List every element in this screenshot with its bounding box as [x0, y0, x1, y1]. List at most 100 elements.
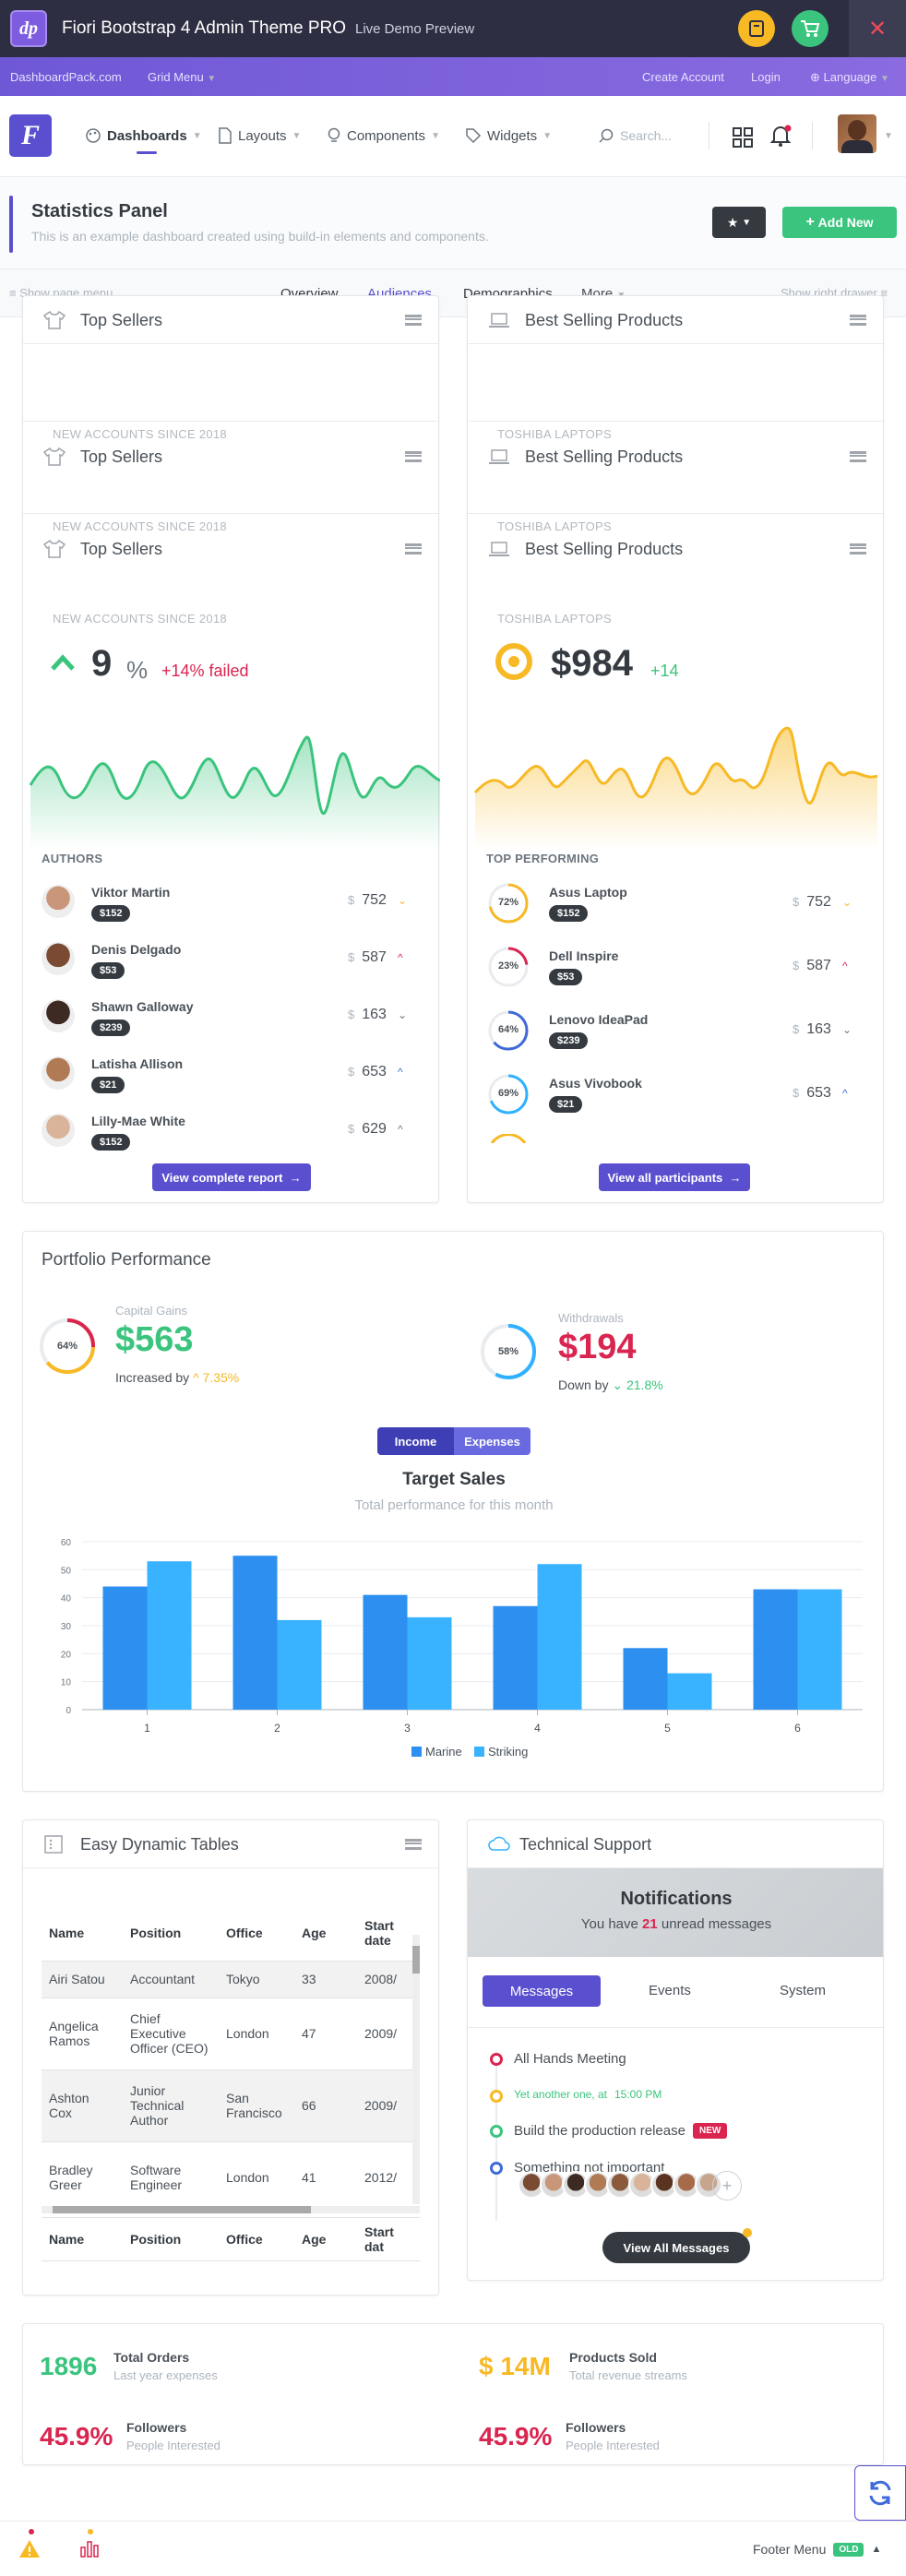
search-box[interactable]: Search...: [598, 127, 672, 144]
purple-bar: DashboardPack.com Grid Menu ▼ Create Acc…: [0, 57, 906, 96]
scrollbar-thumb[interactable]: [53, 2206, 311, 2213]
menu-icon[interactable]: [405, 1839, 422, 1850]
tag-icon: [466, 128, 482, 144]
bar-striking[interactable]: [407, 1616, 452, 1710]
chevron-down-icon[interactable]: ▼: [884, 131, 893, 141]
top-sellers-card: Top Sellers NEW ACCOUNTS SINCE 2018 Top …: [22, 295, 440, 1203]
divider: [468, 2027, 883, 2028]
footer-menu-label: Footer Menu: [753, 2542, 827, 2557]
bar-striking[interactable]: [797, 1589, 842, 1710]
arrow-down-icon: ⌄: [612, 1377, 624, 1392]
view-participants-button[interactable]: View all participants →: [599, 1163, 750, 1191]
stats-card: 1896 Total Orders Last year expenses $ 14M P…: [22, 2323, 884, 2465]
warning-icon[interactable]: [18, 2538, 41, 2558]
bar-marine[interactable]: [102, 1586, 148, 1710]
language-link[interactable]: ⊕ Language ▼: [810, 70, 889, 85]
bar-striking[interactable]: [277, 1619, 322, 1710]
favorites-button[interactable]: ★ ▼: [712, 207, 766, 238]
docs-button[interactable]: [738, 10, 775, 47]
column-header[interactable]: Office: [219, 1905, 294, 1962]
new-badge: NEW: [692, 2123, 728, 2139]
legend-label[interactable]: Striking: [488, 1745, 528, 1759]
menu-icon[interactable]: [850, 543, 866, 555]
bar-marine[interactable]: [232, 1556, 278, 1710]
alert-dot: [88, 2529, 93, 2534]
book-icon: [749, 20, 764, 37]
column-header[interactable]: Position: [123, 1905, 219, 1962]
section-title: AUTHORS: [42, 852, 103, 865]
author-value-number: 163: [362, 1007, 387, 1022]
avatar[interactable]: [584, 2171, 612, 2199]
nav-layouts[interactable]: Layouts ▼: [218, 127, 301, 144]
column-header[interactable]: Name: [42, 1905, 123, 1962]
add-avatar-button[interactable]: +: [712, 2171, 742, 2200]
bar-marine[interactable]: [493, 1605, 538, 1710]
user-avatar[interactable]: [838, 114, 876, 153]
view-report-button[interactable]: View complete report →: [152, 1163, 311, 1191]
table-row[interactable]: Angelica Ramos Chief Executive Officer (C…: [42, 1998, 420, 2070]
menu-icon[interactable]: [405, 315, 422, 326]
product-badge: $21: [549, 1096, 583, 1113]
table-row[interactable]: Airi Satou Accountant Tokyo 33 2008/: [42, 1961, 420, 1998]
withdraw-label: Withdrawals: [558, 1311, 624, 1325]
scrollbar-thumb[interactable]: [412, 1946, 420, 1974]
login-link[interactable]: Login: [751, 70, 781, 84]
bar-marine[interactable]: [623, 1648, 668, 1710]
bar-striking[interactable]: [667, 1673, 712, 1710]
withdraw-sub: Down by ⌄ 21.8%: [558, 1377, 663, 1393]
card-caption: TOSHIBA LAPTOPS: [497, 612, 612, 626]
menu-icon[interactable]: [850, 315, 866, 326]
stat-title: Total Orders: [113, 2350, 190, 2365]
table-cell: Airi Satou: [42, 1961, 123, 1998]
author-value-number: 653: [362, 1064, 387, 1079]
bar-marine[interactable]: [753, 1589, 798, 1710]
menu-icon[interactable]: [405, 543, 422, 555]
author-name: Latisha Allison: [91, 1056, 184, 1071]
timeline-dot: [490, 2125, 503, 2138]
create-account-link[interactable]: Create Account: [642, 70, 724, 84]
toggle-expenses[interactable]: Expenses: [454, 1427, 530, 1455]
footer-menu[interactable]: Footer Menu OLD ▲: [753, 2542, 881, 2557]
column-header[interactable]: Age: [294, 1905, 357, 1962]
bell-icon[interactable]: [769, 124, 792, 148]
table-row[interactable]: Ashton Cox Junior Technical Author San Fra…: [42, 2069, 420, 2142]
avatar[interactable]: [606, 2171, 634, 2199]
nav-components[interactable]: Components ▼: [327, 127, 440, 144]
table-header-row: Name Position Office Age Start date: [42, 1905, 420, 1962]
legend-swatch: [411, 1747, 422, 1757]
grid-menu-link[interactable]: Grid Menu ▼: [148, 70, 216, 84]
table-scroll-area[interactable]: Name Position Office Age Start date Airi Sato…: [42, 1905, 420, 2212]
tab-messages[interactable]: Messages: [483, 1975, 601, 2007]
author-name: Lilly-Mae White: [91, 1114, 185, 1128]
bar-striking[interactable]: [537, 1564, 582, 1710]
table-row[interactable]: Bradley Greer Software Engineer London 41 20…: [42, 2141, 420, 2212]
tab-events[interactable]: Events: [649, 1983, 691, 1998]
support-card: Technical Support Notifications You have…: [467, 1819, 884, 2281]
toggle-income[interactable]: Income: [377, 1427, 454, 1455]
site-link[interactable]: DashboardPack.com: [10, 70, 122, 84]
withdraw-delta: 21.8%: [626, 1377, 663, 1392]
menu-icon[interactable]: [405, 451, 422, 462]
horizontal-scrollbar[interactable]: [42, 2206, 420, 2213]
top-bar: dp Fiori Bootstrap 4 Admin Theme PRO Liv…: [0, 0, 906, 57]
add-new-button[interactable]: + Add New: [782, 207, 897, 238]
grid-menu-label: Grid Menu: [148, 70, 204, 84]
refresh-button[interactable]: [854, 2465, 906, 2521]
menu-icon[interactable]: [850, 451, 866, 462]
tab-system[interactable]: System: [780, 1983, 827, 1998]
vertical-scrollbar[interactable]: [412, 1935, 420, 2204]
column-header[interactable]: Start date: [357, 1905, 420, 1962]
bar-striking[interactable]: [147, 1561, 192, 1710]
cart-button[interactable]: [792, 10, 829, 47]
grid-icon[interactable]: [733, 127, 753, 148]
view-all-messages-button[interactable]: View All Messages: [602, 2232, 750, 2263]
app-logo[interactable]: F: [9, 114, 52, 157]
table-cell: Junior Technical Author: [123, 2069, 219, 2142]
bar-chart-icon[interactable]: [79, 2538, 100, 2558]
dp-logo[interactable]: dp: [10, 10, 47, 47]
bar-marine[interactable]: [363, 1594, 408, 1710]
legend-label[interactable]: Marine: [425, 1745, 462, 1759]
nav-dashboards[interactable]: Dashboards ▼: [85, 127, 202, 144]
close-button[interactable]: ✕: [849, 0, 906, 57]
nav-widgets[interactable]: Widgets ▼: [465, 127, 552, 144]
